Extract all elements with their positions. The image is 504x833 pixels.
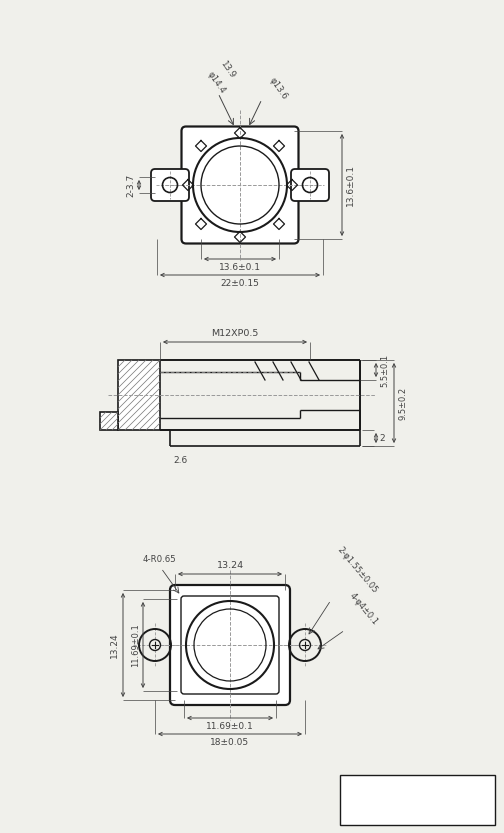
- Text: 13.6±0.1: 13.6±0.1: [346, 164, 355, 206]
- Bar: [100, 412, 118, 430]
- FancyBboxPatch shape: [181, 596, 279, 694]
- Text: 2-3.7: 2-3.7: [126, 173, 135, 197]
- FancyBboxPatch shape: [151, 169, 189, 201]
- Text: 2: 2: [379, 433, 385, 442]
- FancyBboxPatch shape: [181, 127, 298, 243]
- Text: φ14.4: φ14.4: [206, 70, 228, 96]
- Text: 2-φ1.55±0.05: 2-φ1.55±0.05: [335, 546, 379, 595]
- Text: 2.6: 2.6: [173, 456, 187, 465]
- Text: φ13.6: φ13.6: [268, 77, 290, 102]
- Text: 11.69±0.1: 11.69±0.1: [206, 722, 254, 731]
- FancyBboxPatch shape: [170, 585, 290, 705]
- Text: 13.6±0.1: 13.6±0.1: [219, 263, 261, 272]
- Text: 18±0.05: 18±0.05: [211, 738, 249, 747]
- FancyBboxPatch shape: [291, 169, 329, 201]
- Text: 4-φ4±0.1: 4-φ4±0.1: [348, 591, 380, 627]
- Bar: [118, 360, 160, 430]
- Text: M12XP0.5: M12XP0.5: [211, 329, 259, 338]
- Text: 22±0.15: 22±0.15: [221, 279, 260, 288]
- Bar: [340, 775, 495, 825]
- Text: 5.5±0.1: 5.5±0.1: [380, 353, 389, 387]
- Text: 13.24: 13.24: [216, 561, 243, 570]
- Text: 4-R0.65: 4-R0.65: [142, 555, 176, 564]
- Text: 9.5±0.2: 9.5±0.2: [398, 387, 407, 420]
- Text: 11.69±0.1: 11.69±0.1: [131, 623, 140, 667]
- Text: 13.24: 13.24: [110, 632, 119, 658]
- Text: 部品名称:: 部品名称:: [346, 782, 373, 792]
- Text: 材質:: 材質:: [346, 807, 361, 817]
- Text: 13.9: 13.9: [218, 58, 236, 79]
